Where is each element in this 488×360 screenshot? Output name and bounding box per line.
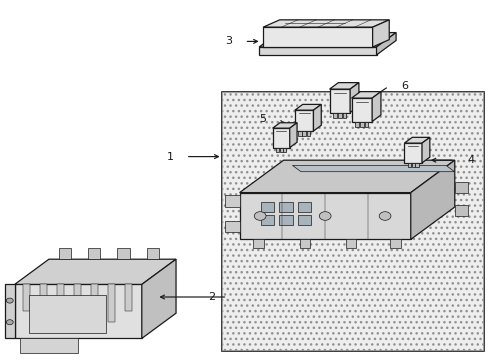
Polygon shape bbox=[259, 47, 376, 55]
Circle shape bbox=[379, 212, 390, 220]
Bar bbox=[279, 202, 292, 212]
Bar bbox=[415, 163, 418, 167]
Text: 4: 4 bbox=[466, 155, 473, 165]
Bar bbox=[29, 295, 105, 333]
Circle shape bbox=[6, 298, 13, 303]
Bar bbox=[389, 239, 400, 248]
Bar bbox=[124, 284, 131, 311]
Polygon shape bbox=[454, 205, 468, 216]
Polygon shape bbox=[88, 248, 100, 259]
Polygon shape bbox=[372, 20, 388, 47]
Polygon shape bbox=[351, 98, 371, 122]
Polygon shape bbox=[376, 33, 395, 55]
Polygon shape bbox=[59, 248, 71, 259]
Polygon shape bbox=[224, 221, 239, 233]
Bar bbox=[74, 284, 81, 311]
Bar bbox=[260, 215, 274, 225]
Bar bbox=[57, 284, 64, 322]
Bar bbox=[364, 122, 367, 127]
Bar bbox=[337, 112, 341, 118]
Polygon shape bbox=[294, 110, 313, 131]
Polygon shape bbox=[20, 338, 78, 353]
Polygon shape bbox=[263, 20, 388, 27]
Polygon shape bbox=[371, 91, 380, 122]
Bar bbox=[275, 148, 278, 152]
Bar bbox=[407, 163, 410, 167]
Bar bbox=[253, 239, 264, 248]
Polygon shape bbox=[404, 143, 421, 163]
Bar bbox=[411, 163, 414, 167]
Bar bbox=[279, 215, 292, 225]
Bar bbox=[333, 112, 337, 118]
Bar bbox=[91, 284, 98, 317]
Bar bbox=[40, 284, 47, 317]
Polygon shape bbox=[239, 160, 454, 193]
Text: 3: 3 bbox=[225, 36, 232, 46]
Polygon shape bbox=[421, 137, 429, 163]
Bar bbox=[222, 92, 483, 351]
Circle shape bbox=[254, 212, 265, 220]
Polygon shape bbox=[294, 104, 321, 110]
Polygon shape bbox=[329, 89, 349, 112]
Polygon shape bbox=[272, 128, 289, 148]
Text: 1: 1 bbox=[166, 152, 173, 162]
Polygon shape bbox=[410, 160, 454, 239]
Polygon shape bbox=[142, 259, 176, 338]
Polygon shape bbox=[349, 83, 358, 112]
Bar bbox=[297, 215, 311, 225]
Bar bbox=[222, 92, 483, 351]
Text: 2: 2 bbox=[207, 292, 215, 302]
Bar bbox=[108, 284, 115, 322]
Bar bbox=[298, 131, 301, 136]
Polygon shape bbox=[239, 193, 410, 239]
Polygon shape bbox=[224, 195, 239, 207]
Polygon shape bbox=[292, 165, 454, 172]
Polygon shape bbox=[146, 248, 159, 259]
Polygon shape bbox=[329, 83, 358, 89]
Circle shape bbox=[6, 320, 13, 325]
Polygon shape bbox=[15, 284, 142, 338]
Polygon shape bbox=[404, 137, 429, 143]
Polygon shape bbox=[454, 182, 468, 193]
Bar bbox=[306, 131, 309, 136]
Polygon shape bbox=[272, 123, 297, 128]
Bar bbox=[283, 148, 286, 152]
Circle shape bbox=[319, 212, 330, 220]
Bar bbox=[355, 122, 359, 127]
Bar bbox=[359, 122, 363, 127]
Polygon shape bbox=[117, 248, 129, 259]
Bar bbox=[302, 131, 305, 136]
Polygon shape bbox=[289, 123, 297, 148]
Polygon shape bbox=[263, 27, 372, 47]
Polygon shape bbox=[5, 284, 15, 338]
Bar bbox=[260, 202, 274, 212]
Polygon shape bbox=[351, 91, 380, 98]
Bar bbox=[297, 202, 311, 212]
Text: 5: 5 bbox=[259, 114, 266, 124]
Bar bbox=[23, 284, 30, 311]
Polygon shape bbox=[15, 259, 176, 284]
Bar bbox=[279, 148, 282, 152]
Polygon shape bbox=[259, 33, 395, 47]
Bar bbox=[299, 239, 309, 248]
Bar bbox=[345, 239, 356, 248]
Bar bbox=[342, 112, 346, 118]
Text: 6: 6 bbox=[400, 81, 407, 91]
Polygon shape bbox=[313, 104, 321, 131]
